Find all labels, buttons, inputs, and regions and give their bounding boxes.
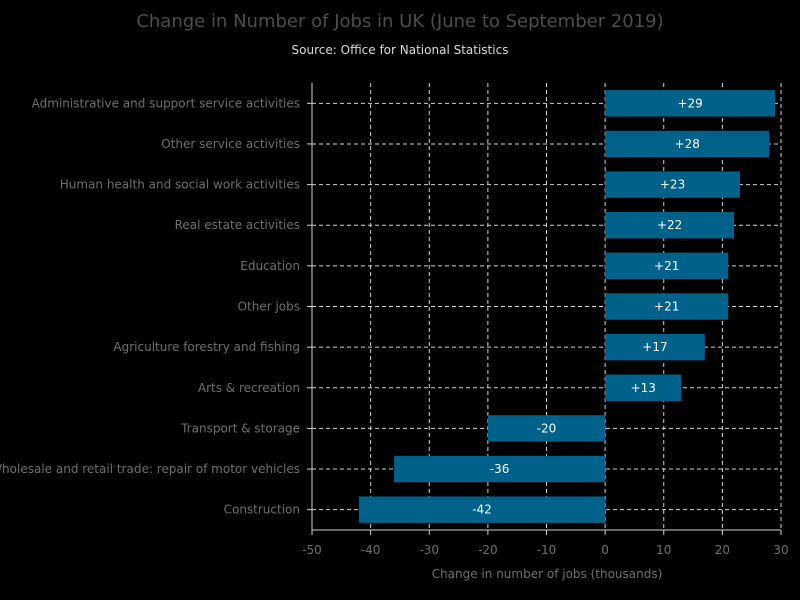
category-label: Education bbox=[240, 259, 300, 273]
bar-value-label: +21 bbox=[654, 300, 679, 314]
category-label: Real estate activities bbox=[175, 218, 300, 232]
x-tick-label: -20 bbox=[478, 543, 498, 557]
x-tick-label: -30 bbox=[419, 543, 439, 557]
bar-value-label: +28 bbox=[675, 137, 700, 151]
bar bbox=[605, 90, 776, 117]
bar-value-label: +29 bbox=[677, 96, 702, 110]
x-tick-label: 10 bbox=[656, 543, 671, 557]
x-tick-label: 0 bbox=[601, 543, 609, 557]
bar-value-label: +21 bbox=[654, 259, 679, 273]
x-tick-label: 20 bbox=[715, 543, 730, 557]
bar-value-label: +13 bbox=[631, 381, 656, 395]
bar-value-label: -42 bbox=[472, 503, 492, 517]
category-label: Other jobs bbox=[238, 300, 300, 314]
chart-subtitle: Source: Office for National Statistics bbox=[292, 43, 509, 57]
bar bbox=[605, 333, 705, 361]
bar-value-label: -20 bbox=[537, 421, 557, 435]
category-label: Agriculture forestry and fishing bbox=[113, 340, 300, 354]
x-tick-label: -50 bbox=[302, 543, 322, 557]
bar bbox=[394, 455, 606, 483]
chart-title: Change in Number of Jobs in UK (June to … bbox=[136, 11, 663, 32]
bar bbox=[605, 130, 770, 158]
bar bbox=[487, 415, 606, 442]
category-label: Construction bbox=[224, 503, 300, 517]
category-label: Human health and social work activities bbox=[60, 178, 300, 192]
bar bbox=[605, 212, 735, 239]
x-tick-label: -40 bbox=[361, 543, 381, 557]
axis-layer: -50 -40 -30 -20 -10 0 10 20 30 Administrative and… bbox=[0, 83, 789, 557]
bar-value-label: -36 bbox=[490, 462, 510, 476]
bar bbox=[605, 171, 740, 198]
bar bbox=[605, 293, 729, 320]
category-label: Arts & recreation bbox=[198, 381, 300, 395]
bar bbox=[605, 252, 729, 280]
category-label: Administrative and support service activ… bbox=[32, 96, 300, 110]
category-label: Wholesale and retail trade: repair of mo… bbox=[0, 462, 300, 476]
bar-value-label: +22 bbox=[657, 218, 682, 232]
x-tick-label: -10 bbox=[537, 543, 557, 557]
category-label: Other service activities bbox=[161, 137, 300, 151]
bar-value-label: +17 bbox=[642, 340, 667, 354]
bars-layer: +29 +28 +23 +22 +21 +21 +17 +13 -20 -36 -42 bbox=[358, 90, 776, 523]
bar bbox=[605, 374, 682, 401]
bar bbox=[358, 496, 606, 523]
x-tick-label: 30 bbox=[773, 543, 788, 557]
x-axis-title: Change in number of jobs (thousands) bbox=[432, 567, 663, 581]
bar-value-label: +23 bbox=[660, 178, 685, 192]
category-label: Transport & storage bbox=[180, 421, 300, 435]
